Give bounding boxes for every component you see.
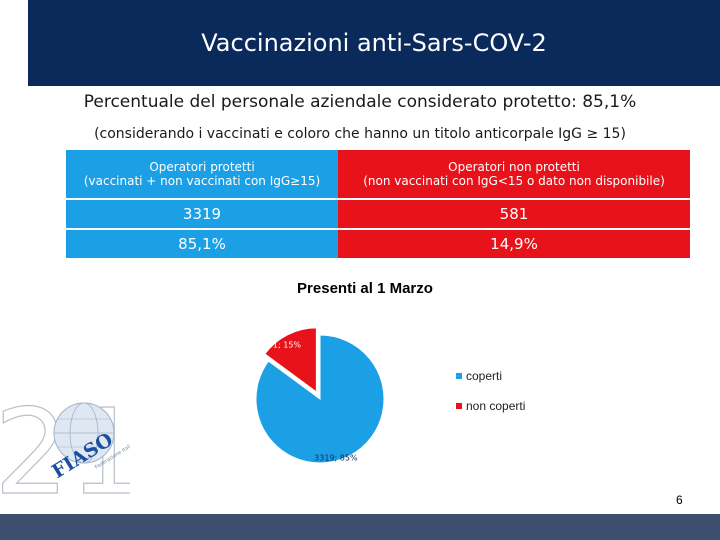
legend-item-non-coperti: non coperti <box>456 398 525 414</box>
header-unprotected-detail: (non vaccinati con IgG<15 o dato non dis… <box>363 174 665 188</box>
legend-item-coperti: coperti <box>456 368 525 384</box>
header-unprotected: Operatori non protetti (non vaccinati co… <box>338 150 690 198</box>
header-unprotected-title: Operatori non protetti <box>448 160 580 174</box>
legend-swatch-non-coperti <box>456 403 462 409</box>
pie-label-non-coperti: 581; 15% <box>263 340 302 349</box>
chart-title: Presenti al 1 Marzo <box>297 280 433 297</box>
header-protected-title: Operatori protetti <box>149 160 255 174</box>
fiaso-logo: 21 FIASO Federazione Italiana Aziende Sa… <box>0 385 130 500</box>
summary-table: Operatori protetti (vaccinati + non vacc… <box>66 150 690 258</box>
chart-legend: coperti non coperti <box>456 368 525 428</box>
pie-slice-coperti <box>255 334 385 464</box>
pct-protected: 85,1% <box>66 230 338 258</box>
slide-title: Vaccinazioni anti-Sars-COV-2 <box>201 29 547 57</box>
header-protected: Operatori protetti (vaccinati + non vacc… <box>66 150 338 198</box>
legend-label-non-coperti: non coperti <box>466 399 526 413</box>
slide-subtitle: Percentuale del personale aziendale cons… <box>83 92 637 112</box>
title-bar: Vaccinazioni anti-Sars-COV-2 <box>28 0 720 86</box>
page-number: 6 <box>676 493 683 507</box>
legend-label-coperti: coperti <box>466 369 503 383</box>
count-protected: 3319 <box>66 200 338 228</box>
count-unprotected: 581 <box>338 200 690 228</box>
pct-unprotected: 14,9% <box>338 230 690 258</box>
slide-note: (considerando i vaccinati e coloro che h… <box>94 126 626 142</box>
bottom-bar <box>0 514 720 540</box>
legend-swatch-coperti <box>456 373 462 379</box>
pie-slice-non-coperti <box>264 327 317 393</box>
header-protected-detail: (vaccinati + non vaccinati con IgG≥15) <box>83 174 321 188</box>
pie-label-coperti: 3319; 85% <box>314 453 358 462</box>
